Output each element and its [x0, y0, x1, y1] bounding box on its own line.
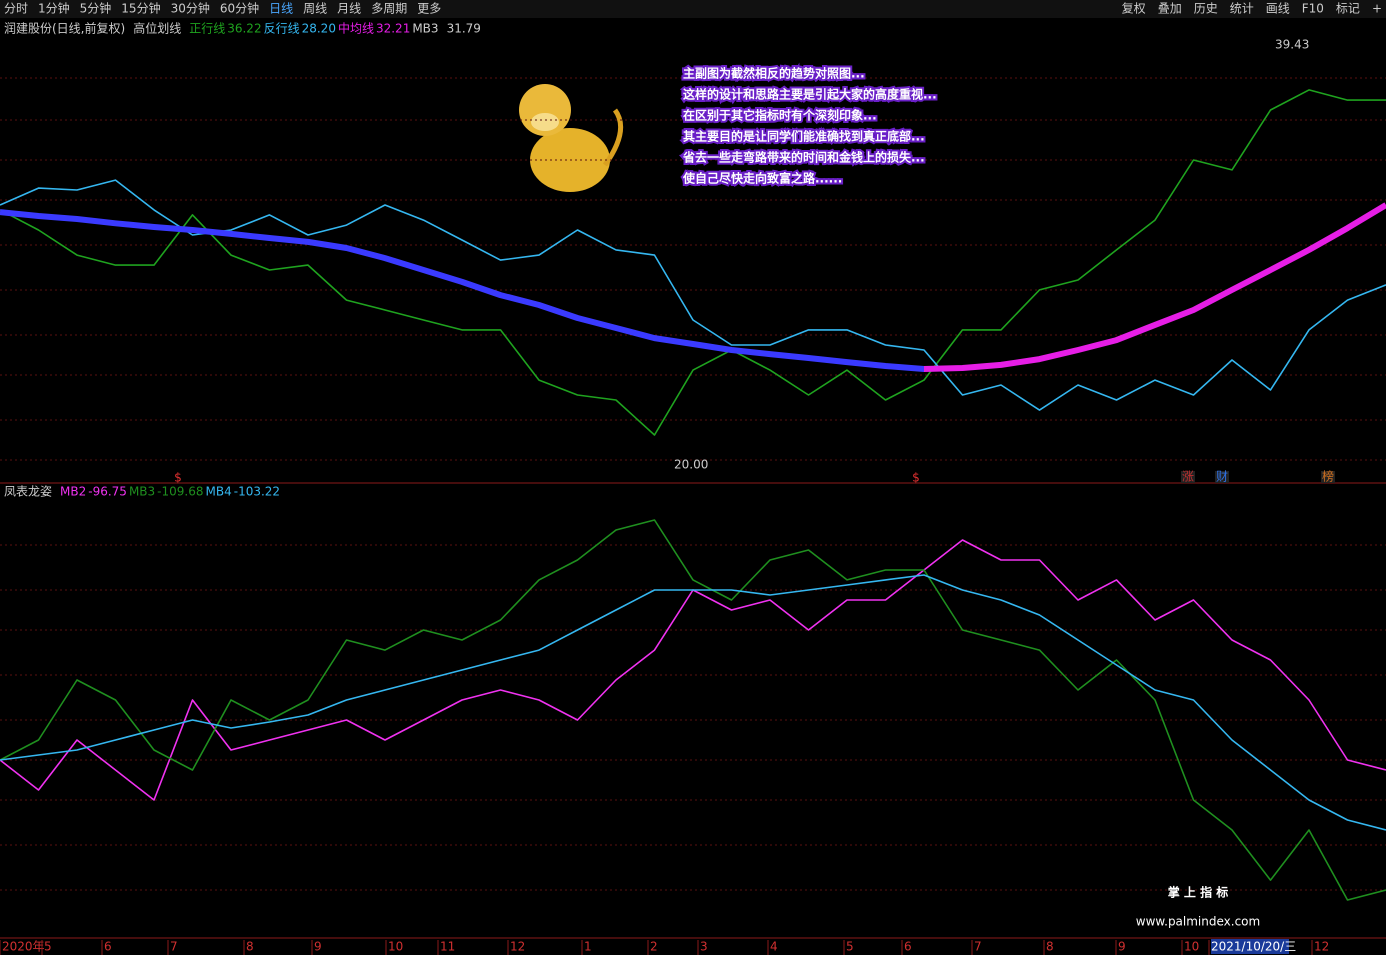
legend-text: 高位划线 — [133, 21, 181, 36]
toolbar-button[interactable]: 历史 — [1194, 2, 1218, 16]
time-highlight — [1211, 939, 1289, 954]
time-label: 5 — [846, 940, 854, 954]
legend-text: 31.79 — [447, 22, 481, 36]
toolbar-button[interactable]: + — [1372, 2, 1382, 16]
time-label: 11 — [440, 940, 455, 954]
toolbar-button[interactable]: 5分钟 — [80, 1, 112, 16]
time-label: 8 — [246, 940, 254, 954]
annotation: 其主要目的是让同学们能准确找到真正底部... — [683, 129, 925, 144]
legend-text: 润建股份(日线,前复权) — [4, 21, 125, 36]
legend-text: MB4 — [206, 485, 232, 499]
time-label: 12 — [1314, 940, 1329, 954]
toolbar-button[interactable]: 60分钟 — [220, 1, 259, 16]
time-label: 5 — [44, 940, 52, 954]
high-label: 39.43 — [1275, 38, 1309, 52]
legend-text: 中均线 — [338, 21, 374, 36]
toolbar-button[interactable]: 叠加 — [1158, 2, 1182, 16]
time-label: 10 — [1184, 940, 1199, 954]
legend-text: MB3 — [412, 22, 438, 36]
toolbar-button[interactable]: 日线 — [269, 2, 293, 16]
watermark-url: www.palmindex.com — [1136, 915, 1260, 929]
legend-text: 反行线 — [264, 22, 300, 36]
annotation: 使自己尽快走向致富之路...... — [682, 171, 842, 186]
time-label: 9 — [314, 940, 322, 954]
time-label: 2 — [650, 940, 658, 954]
time-label: 7 — [170, 940, 178, 954]
legend-text: 正行线 — [189, 22, 225, 36]
time-label: 4 — [770, 940, 778, 954]
toolbar-button[interactable]: 统计 — [1230, 2, 1254, 16]
time-label: 2020年 — [2, 940, 45, 954]
time-label: 9 — [1118, 940, 1126, 954]
series-line — [0, 89, 1386, 436]
toolbar-button[interactable]: 多周期 — [371, 2, 407, 16]
signal: $ — [174, 471, 182, 485]
badge: 涨 — [1182, 469, 1194, 484]
legend-text: -109.68 — [157, 485, 203, 499]
low-label: 20.00 — [674, 458, 708, 472]
time-label: 8 — [1046, 940, 1054, 954]
lion — [519, 84, 624, 192]
toolbar-button[interactable]: F10 — [1302, 2, 1324, 16]
toolbar-button[interactable]: 15分钟 — [121, 1, 160, 16]
legend-text: 凤表龙姿 — [4, 485, 52, 499]
toolbar-bg — [0, 0, 1386, 18]
toolbar-button[interactable]: 复权 — [1122, 2, 1146, 16]
legend-text: 28.20 — [302, 22, 336, 36]
badge-bg — [1215, 471, 1229, 483]
toolbar-button[interactable]: 月线 — [337, 2, 361, 16]
toolbar-button[interactable]: 分时 — [4, 2, 28, 16]
watermark-title: 掌 上 指 标 — [1168, 885, 1229, 900]
time-label: 10 — [388, 940, 403, 954]
legend-text: -96.75 — [88, 485, 127, 499]
legend-text: MB3 — [129, 485, 155, 499]
series-line — [0, 202, 1386, 372]
badge-bg — [1321, 471, 1335, 483]
time-label: 1 — [584, 940, 592, 954]
badge: 财 — [1216, 470, 1228, 484]
legend-text: 32.21 — [376, 22, 410, 36]
series-line — [0, 519, 1386, 901]
signal: $ — [912, 471, 920, 485]
badge-bg — [1181, 471, 1195, 483]
toolbar-button[interactable]: 更多 — [417, 2, 441, 16]
toolbar-button[interactable]: 30分钟 — [171, 1, 210, 16]
toolbar-button[interactable]: 标记 — [1336, 2, 1360, 16]
time-label: 3 — [700, 940, 708, 954]
time-label: 7 — [974, 940, 982, 954]
time-label: 2021/10/20/三 — [1211, 940, 1296, 954]
series-line — [0, 179, 1386, 411]
toolbar-button[interactable]: 画线 — [1266, 2, 1290, 16]
time-label: 6 — [904, 940, 912, 954]
annotation: 在区别于其它指标时有个深刻印象... — [683, 108, 877, 123]
annotation: 这样的设计和思路主要是引起大家的高度重视... — [683, 87, 937, 102]
legend-text: -103.22 — [234, 485, 280, 499]
legend-text: MB2 — [60, 485, 86, 499]
toolbar-button[interactable]: 周线 — [303, 2, 327, 16]
time-label: 6 — [104, 940, 112, 954]
series-line — [0, 574, 1386, 831]
toolbar-button[interactable]: 1分钟 — [38, 1, 70, 16]
annotation: 省去一些走弯路带来的时间和金钱上的损失... — [682, 150, 925, 165]
legend-text: 36.22 — [227, 22, 261, 36]
time-label: 12 — [510, 940, 525, 954]
annotation: 主副图为截然相反的趋势对照图... — [683, 66, 865, 81]
badge: 榜 — [1322, 469, 1334, 484]
